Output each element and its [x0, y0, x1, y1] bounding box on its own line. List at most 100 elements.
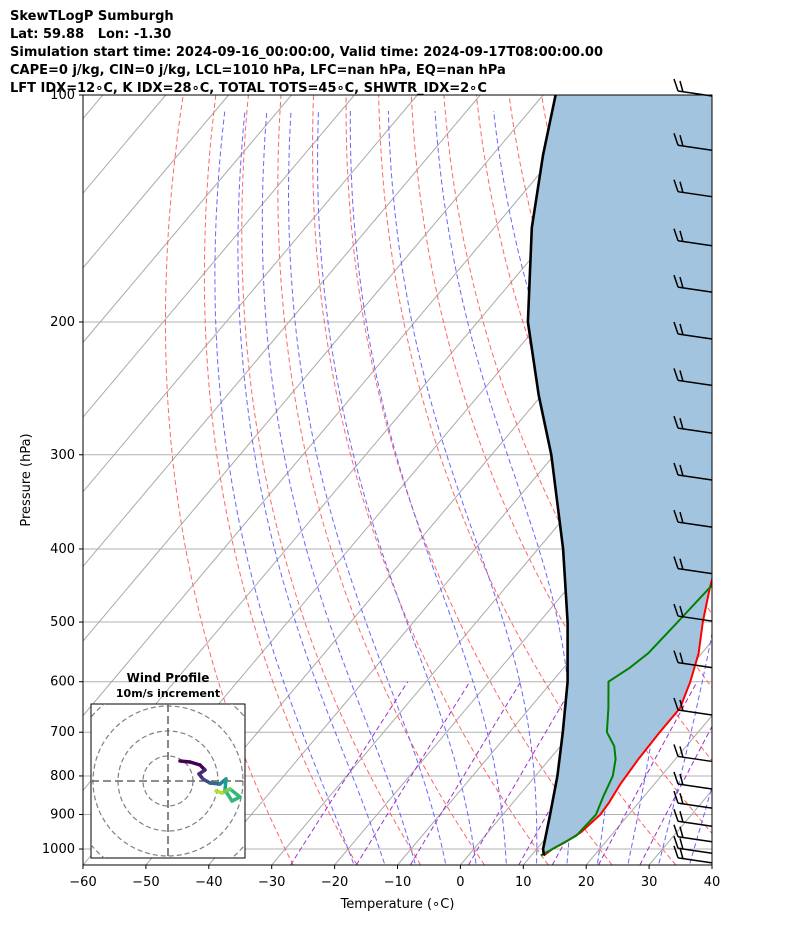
wind-barb [673, 78, 713, 97]
mixing-ratio-line [409, 681, 522, 865]
barb-staff [677, 427, 713, 434]
barb-staff [677, 755, 713, 763]
mixing-ratio-line [355, 681, 471, 865]
isotherm-line [83, 95, 418, 493]
y-tick-label: 200 [50, 315, 75, 330]
barb-flag [673, 790, 679, 804]
barb-staff [677, 521, 713, 528]
mixing-ratio-line [639, 725, 712, 865]
x-tick-label: 10 [515, 875, 532, 890]
mixing-ratio-line [468, 681, 576, 865]
barb-staff [677, 286, 713, 293]
barb-flag [679, 838, 684, 850]
barb-flag [673, 415, 679, 429]
barb-flag [679, 652, 684, 664]
barb-staff [677, 857, 713, 864]
cape-shading [527, 95, 712, 856]
wind-barb [673, 790, 713, 809]
barb-flag [679, 417, 684, 430]
parcel-line [526, 95, 569, 856]
dry-adiabat-line [443, 95, 712, 762]
mixing-ratio-line [290, 681, 409, 865]
moist-adiabat-line [261, 110, 416, 864]
barb-flag [679, 773, 684, 786]
barb-flag [679, 323, 684, 336]
wind-barb [673, 697, 713, 716]
x-tick-label: 0 [456, 875, 464, 890]
y-axis-label: Pressure (hPa) [19, 433, 34, 526]
y-tick-label: 600 [50, 675, 75, 690]
dry-adiabat-line [770, 95, 794, 865]
barb-staff [677, 709, 713, 716]
isotherm-line [83, 95, 481, 568]
y-tick-label: 900 [50, 808, 75, 823]
barb-flag [673, 462, 679, 476]
barb-flag [673, 771, 679, 785]
time-line: Simulation start time: 2024-09-16_00:00:… [10, 45, 603, 60]
isotherm-line [585, 714, 712, 865]
dry-adiabat-line [203, 95, 358, 865]
barb-flag [679, 511, 684, 524]
wind-barb [673, 228, 713, 247]
moist-adiabat-line [387, 110, 538, 864]
x-tick-label: −20 [321, 875, 348, 890]
barb-flag [679, 699, 684, 712]
barb-flag [673, 78, 679, 92]
x-tick-label: −40 [195, 875, 222, 890]
wind-barb [673, 274, 713, 293]
barb-flag [679, 276, 684, 289]
x-tick-label: 40 [704, 875, 721, 890]
wind-barb [673, 556, 713, 575]
barb-flag [673, 509, 679, 523]
barb-staff [677, 567, 713, 575]
dry-adiabat-line [311, 95, 549, 865]
isotherm-line [83, 95, 292, 344]
location-line: Lat: 59.88 Lon: -1.30 [10, 27, 172, 42]
dry-adiabat-line [704, 95, 712, 121]
isotherm-line [83, 95, 607, 717]
moist-adiabat-line [349, 111, 507, 864]
barb-flag [679, 558, 684, 570]
chart-title: SkewTLogP Sumburgh [10, 9, 174, 24]
x-tick-label: −30 [258, 875, 285, 890]
barb-flag [679, 230, 684, 242]
barb-flag [679, 80, 684, 93]
dry-adiabat-line [241, 95, 422, 865]
wind-barbs [673, 78, 713, 864]
y-tick-label: 300 [50, 448, 75, 463]
barb-flag [673, 836, 679, 849]
barb-flag [673, 603, 679, 617]
wind-barb [673, 845, 713, 864]
barb-staff [677, 847, 713, 855]
dry-adiabat-line [277, 95, 485, 865]
barb-staff [677, 90, 713, 97]
moist-adiabat-line [237, 110, 385, 864]
isotherm-line [711, 864, 712, 865]
dewpoint-line [540, 584, 712, 857]
isotherm-line [208, 267, 712, 865]
inset-title: Wind Profile [127, 671, 210, 685]
barb-flag [673, 368, 679, 381]
x-axis-label: Temperature (∘C) [340, 897, 455, 912]
barb-flag [673, 228, 679, 242]
barb-staff [677, 820, 713, 828]
x-tick-label: −50 [132, 875, 159, 890]
barb-flag [679, 847, 684, 860]
barb-staff [677, 190, 713, 198]
barb-flag [679, 181, 684, 193]
barb-flag [679, 792, 684, 805]
x-tick-label: −10 [384, 875, 411, 890]
barb-flag [679, 746, 684, 758]
barb-flag [679, 135, 684, 147]
isotherm-line [83, 95, 355, 418]
chart-header: SkewTLogP Sumburgh Lat: 59.88 Lon: -1.30… [10, 8, 603, 98]
y-tick-label: 700 [50, 725, 75, 740]
barb-staff [677, 661, 713, 669]
barb-flag [679, 370, 684, 382]
barb-flag [673, 556, 679, 569]
wind-barb [673, 179, 713, 198]
wind-barb [673, 744, 713, 763]
wind-profile-inset: Wind Profile 10m/s increment [90, 671, 246, 859]
